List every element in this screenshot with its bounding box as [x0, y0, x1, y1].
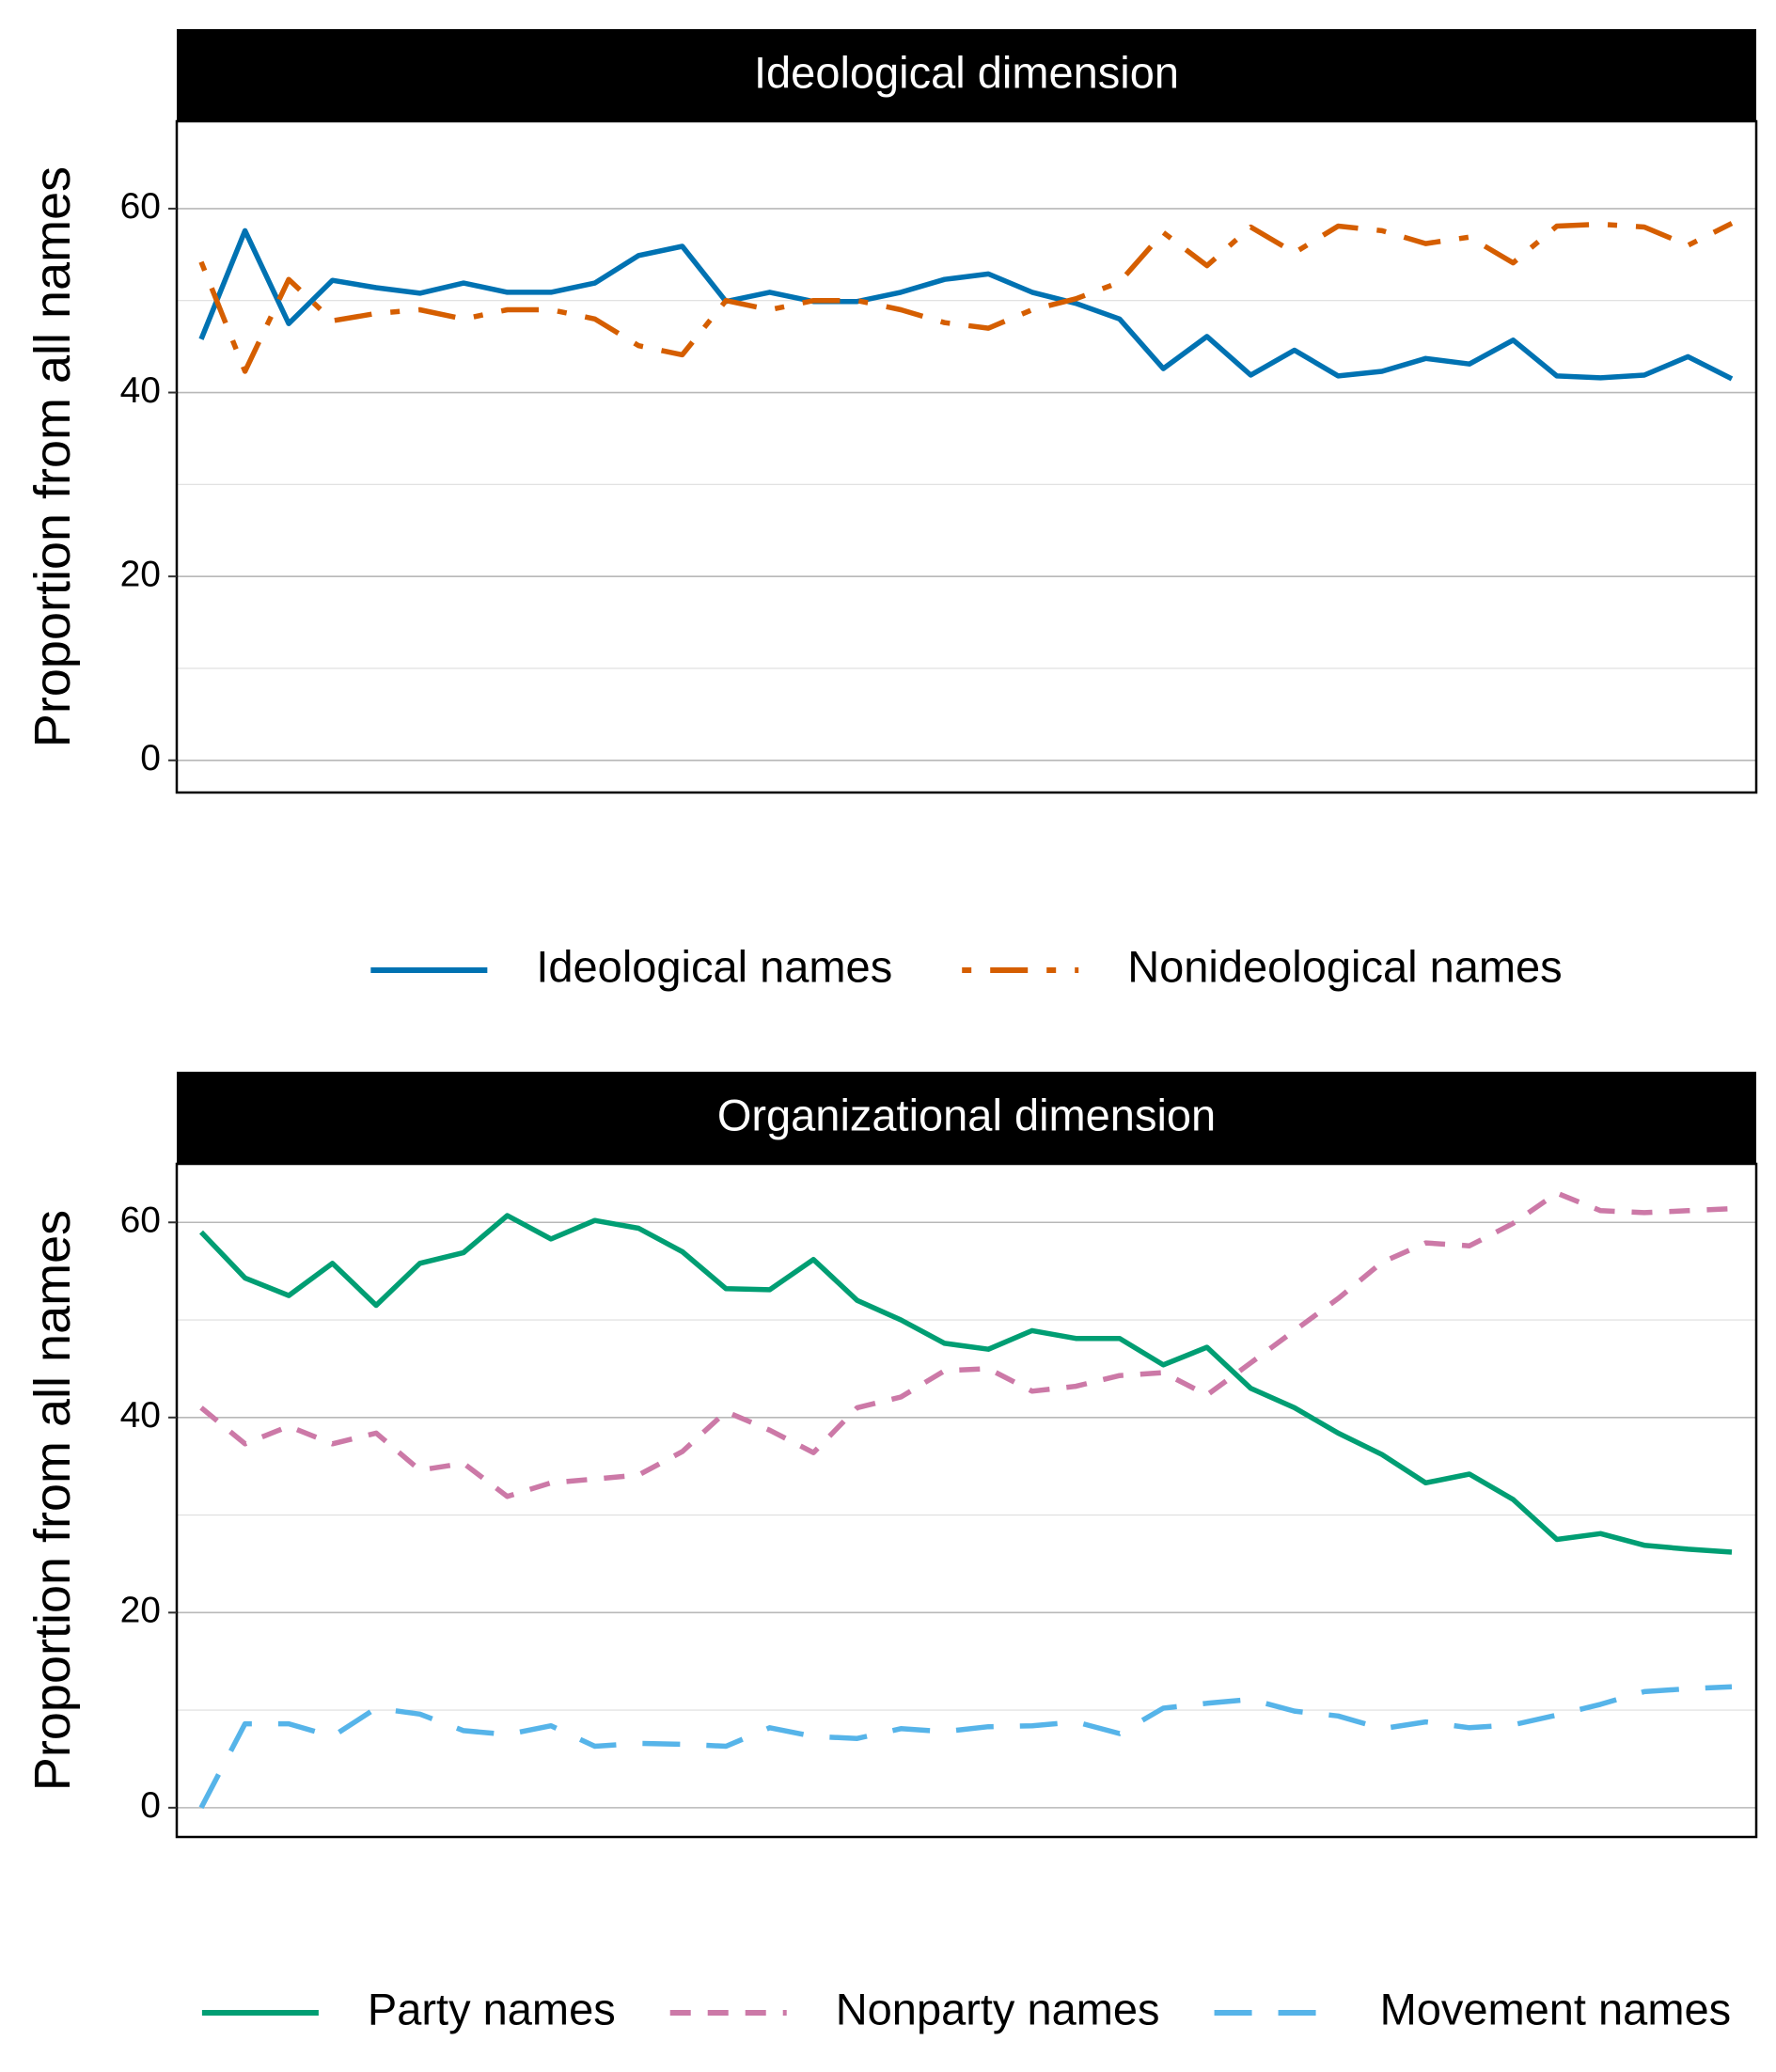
series-line: [198, 1684, 1733, 1810]
strip-title: Organizational dimension: [717, 1090, 1216, 1139]
series-line: [199, 1190, 1733, 1499]
gridlines: [177, 208, 1756, 761]
legend-label: Ideological names: [536, 941, 892, 991]
y-tick-label: 60: [120, 1201, 161, 1241]
ideological-dimension-panel: Ideological dimension 0 20 40 60 Proportion…: [24, 29, 1758, 991]
y-tick-label: 60: [120, 186, 161, 227]
legend-label: Party names: [368, 1984, 616, 2033]
legend-label: Nonideological names: [1127, 941, 1562, 991]
organizational-dimension-panel: Organizational dimension 0 20 40 60 Proport…: [24, 1072, 1758, 2033]
strip-background: [177, 1072, 1756, 1164]
strip-background: [177, 29, 1756, 121]
y-axis-title: Proportion from all names: [24, 166, 81, 747]
y-tick-label: 40: [120, 1395, 161, 1436]
series-lines: [198, 1190, 1733, 1810]
legend: Ideological names Nonideological names: [370, 941, 1563, 991]
y-tick-labels: 0 20 40 60: [120, 1201, 177, 1826]
series-line: [198, 228, 1734, 382]
y-tick-label: 0: [140, 738, 161, 778]
panel-border: [175, 119, 1758, 794]
legend-label: Nonparty names: [836, 1984, 1160, 2033]
y-tick-label: 20: [120, 1591, 161, 1631]
panel-border: [175, 1162, 1758, 1839]
gridlines: [177, 1221, 1756, 1809]
y-tick-label: 40: [120, 370, 161, 411]
series-lines: [198, 221, 1734, 382]
y-tick-labels: 0 20 40 60: [120, 186, 177, 778]
y-tick-label: 20: [120, 554, 161, 594]
y-axis-title: Proportion from all names: [24, 1210, 81, 1791]
series-line: [199, 1213, 1733, 1555]
legend-label: Movement names: [1380, 1984, 1732, 2033]
y-tick-label: 0: [140, 1785, 161, 1826]
legend: Party names Nonparty names Movement names: [201, 1984, 1732, 2033]
strip-title: Ideological dimension: [754, 47, 1179, 97]
